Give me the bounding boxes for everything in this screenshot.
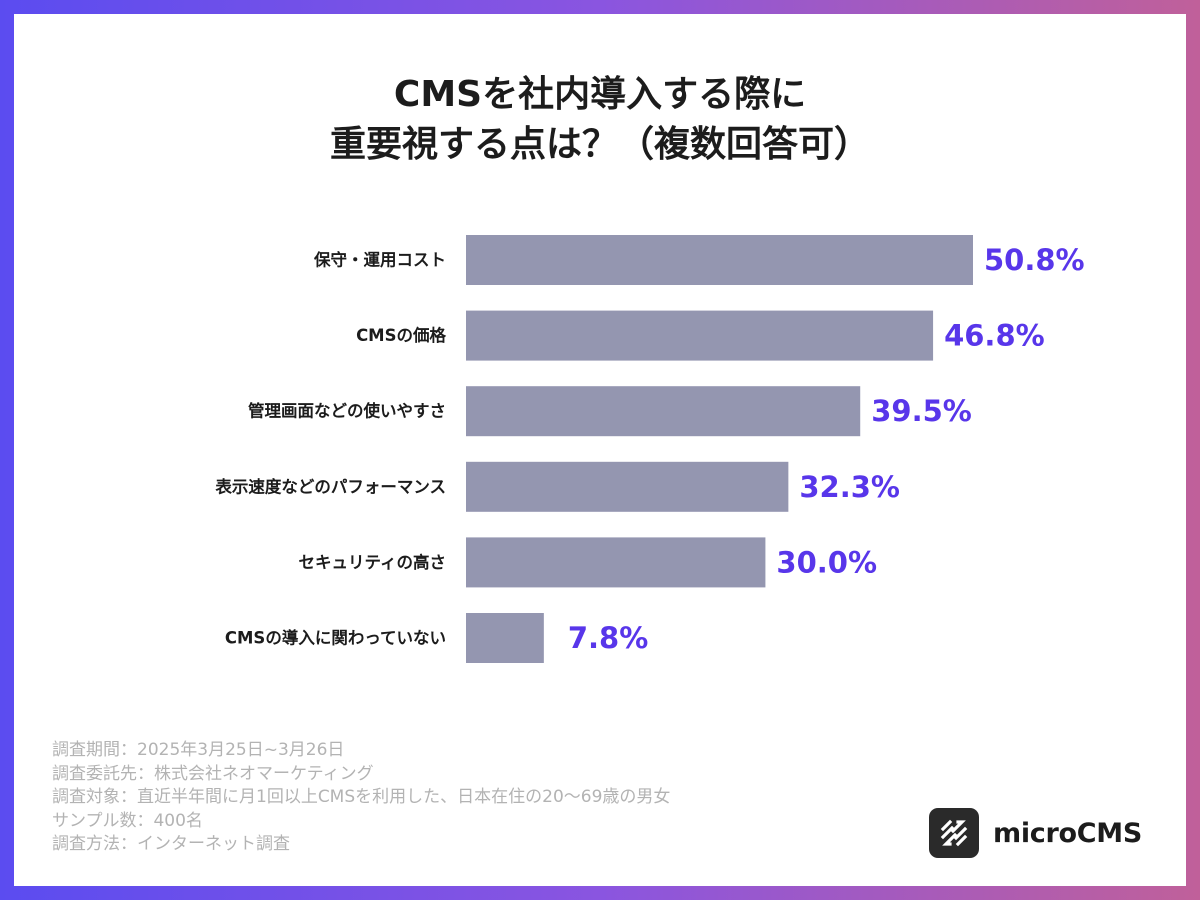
brand-name: microCMS — [993, 817, 1142, 849]
value-label: 7.8% — [568, 621, 648, 655]
bar — [466, 461, 789, 512]
category-label: 保守・運用コスト — [313, 250, 446, 270]
value-label: 39.5% — [871, 394, 972, 428]
brand-logo: microCMS — [929, 807, 1142, 859]
category-label: CMSの価格 — [356, 325, 446, 345]
note-survey-target: 調査対象：直近半年間に月1回以上CMSを利用した、日本在住の20〜69歳の男女 — [52, 787, 671, 807]
bar — [466, 386, 861, 437]
bar — [466, 537, 766, 588]
category-label: 表示速度などのパフォーマンス — [215, 476, 446, 496]
survey-notes: 調査期間：2025年3月25日~3月26日 調査委託先：株式会社ネオマーケティン… — [52, 739, 670, 857]
bar-chart: 保守・運用コスト 50.8% CMSの価格 46.8% 管理画面などの使いやすさ 39.5… — [215, 235, 1085, 663]
microcms-logo-icon — [929, 808, 979, 858]
bar — [466, 613, 544, 663]
bar — [466, 235, 973, 285]
chart-title-line-2: 重要視する点は？（複数回答可） — [329, 124, 870, 165]
value-label: 50.8% — [984, 243, 1085, 277]
chart-card: CMSを社内導入する際に 重要視する点は？（複数回答可） 保守・運用コスト 50.… — [14, 14, 1186, 886]
category-label: セキュリティの高さ — [298, 552, 446, 572]
value-label: 46.8% — [944, 319, 1045, 353]
note-survey-method: 調査方法：インターネット調査 — [52, 834, 290, 854]
chart-title-line-1: CMSを社内導入する際に — [393, 74, 807, 115]
chart-title: CMSを社内導入する際に 重要視する点は？（複数回答可） — [14, 70, 1186, 170]
category-label: 管理画面などの使いやすさ — [248, 401, 446, 421]
note-survey-period: 調査期間：2025年3月25日~3月26日 — [52, 740, 345, 760]
note-survey-contractor: 調査委託先：株式会社ネオマーケティング — [52, 763, 374, 784]
bar — [466, 310, 934, 361]
value-label: 30.0% — [776, 545, 877, 579]
value-label: 32.3% — [799, 470, 900, 504]
note-sample-size: サンプル数：400名 — [52, 810, 203, 831]
category-label: CMSの導入に関わっていない — [225, 628, 446, 648]
